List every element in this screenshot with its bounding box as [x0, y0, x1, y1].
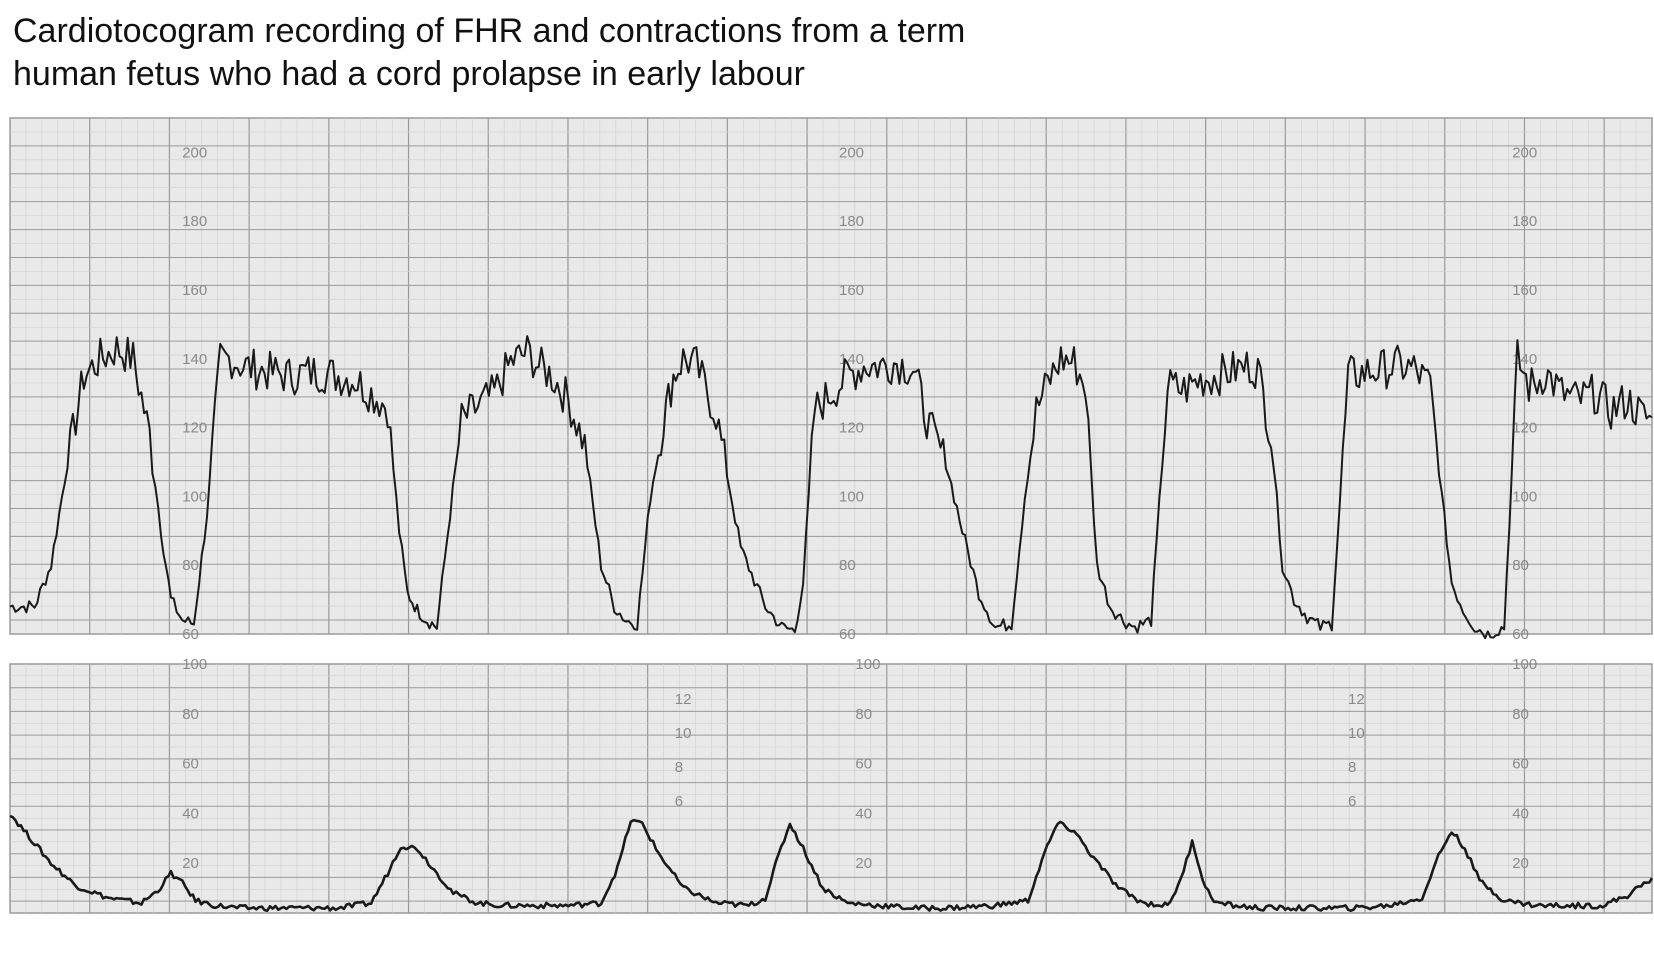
- fhr-tick-label: 100: [1512, 488, 1537, 505]
- contraction-tick-label: 60: [182, 756, 199, 773]
- fhr-tick-label: 200: [839, 144, 864, 161]
- secondary-scale-tick-label: 6: [675, 793, 683, 810]
- contraction-tick-label: 80: [855, 706, 872, 723]
- fhr-tick-label: 80: [839, 557, 856, 574]
- secondary-scale-tick-label: 12: [1348, 691, 1365, 708]
- contraction-tick-label: 80: [1512, 706, 1529, 723]
- contraction-tick-label: 100: [182, 656, 207, 673]
- contraction-grid: [10, 664, 1652, 913]
- contraction-tick-label: 20: [182, 855, 199, 872]
- contraction-tick-label: 20: [1512, 855, 1529, 872]
- contraction-tick-label: 60: [1512, 756, 1529, 773]
- contraction-tick-label: 20: [855, 855, 872, 872]
- contraction-tick-label: 40: [1512, 805, 1529, 822]
- fhr-tick-label: 120: [182, 420, 207, 437]
- fhr-tick-label: 180: [182, 213, 207, 230]
- fhr-tick-label: 80: [182, 557, 199, 574]
- chart-title-line-1: Cardiotocogram recording of FHR and cont…: [13, 12, 966, 50]
- fhr-tick-label: 160: [182, 282, 207, 299]
- contraction-trace: [9, 814, 1654, 913]
- secondary-scale-tick-label: 8: [675, 759, 683, 776]
- secondary-scale-tick-label: 12: [675, 691, 692, 708]
- secondary-scale-tick-label: 10: [675, 725, 692, 742]
- fhr-trace: [9, 335, 1653, 640]
- fhr-tick-label: 60: [1512, 626, 1529, 643]
- fhr-tick-label: 120: [839, 420, 864, 437]
- contraction-panel: 100 80 60 40 20 100 80 60 40 20 100 80 60 40 20 12 10 8 6 1…: [9, 656, 1654, 914]
- fhr-tick-label: 80: [1512, 557, 1529, 574]
- fhr-tick-label: 160: [839, 282, 864, 299]
- fhr-tick-label: 200: [182, 144, 207, 161]
- fhr-tick-label: 120: [1512, 420, 1537, 437]
- fhr-tick-label: 100: [839, 488, 864, 505]
- secondary-scale-tick-label: 10: [1348, 725, 1365, 742]
- contraction-tick-label: 40: [182, 805, 199, 822]
- fhr-tick-label: 160: [1512, 282, 1537, 299]
- secondary-scale-tick-label: 8: [1348, 759, 1356, 776]
- fhr-tick-label: 100: [182, 488, 207, 505]
- secondary-scale-tick-label: 6: [1348, 793, 1356, 810]
- contraction-tick-label: 60: [855, 756, 872, 773]
- fhr-panel: 200 180 160 140 120 100 80 60 200 180 160 140 120 100…: [9, 117, 1653, 643]
- contraction-tick-label: 100: [1512, 656, 1537, 673]
- fhr-tick-label: 140: [839, 351, 864, 368]
- chart-title-line-2: human fetus who had a cord prolapse in e…: [13, 55, 805, 93]
- fhr-tick-label: 140: [182, 351, 207, 368]
- contraction-tick-label: 100: [855, 656, 880, 673]
- fhr-tick-label: 60: [839, 626, 856, 643]
- fhr-tick-label: 60: [182, 626, 199, 643]
- fhr-tick-label: 200: [1512, 144, 1537, 161]
- contraction-tick-label: 80: [182, 706, 199, 723]
- fhr-tick-label: 180: [839, 213, 864, 230]
- contraction-paper: [9, 663, 1653, 914]
- contraction-tick-label: 40: [855, 805, 872, 822]
- chart-title: Cardiotocogram recording of FHR and cont…: [13, 10, 1213, 96]
- fhr-tick-label: 180: [1512, 213, 1537, 230]
